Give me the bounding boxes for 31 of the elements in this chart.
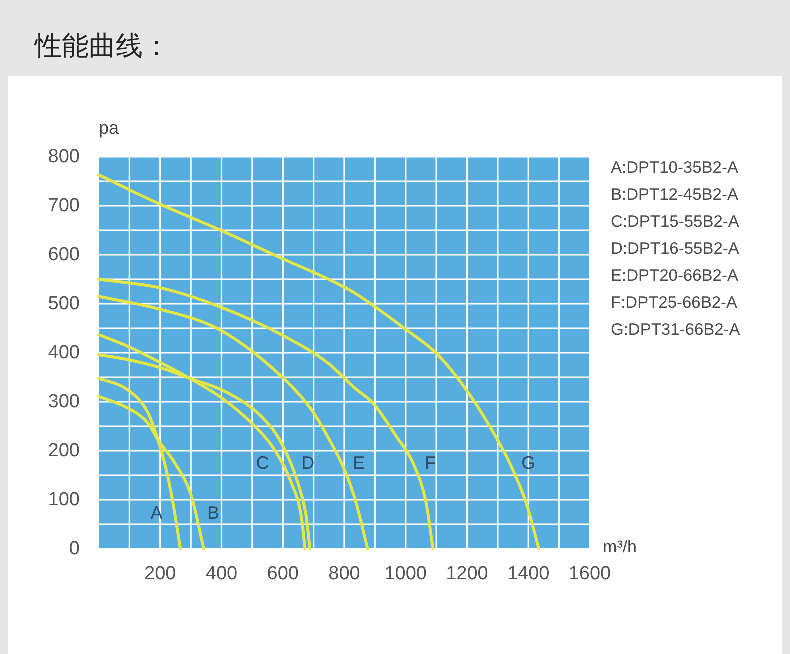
y-tick: 800 xyxy=(48,146,80,168)
x-label: m³/h xyxy=(603,538,637,556)
model-label: F:DPT25-66B2-A xyxy=(611,294,738,312)
x-tick: 400 xyxy=(206,564,238,584)
model-label: C:DPT15-55B2-A xyxy=(611,213,740,231)
y-tick: 700 xyxy=(48,196,80,216)
model-label: B:DPT12-45B2-A xyxy=(611,186,738,204)
y-tick: 400 xyxy=(48,342,80,364)
y-tick: 500 xyxy=(48,294,80,314)
curve-name: B xyxy=(208,502,220,523)
model-label: D:DPT16-55B2-A xyxy=(611,240,740,258)
x-tick: 200 xyxy=(144,564,176,584)
model-label: G:DPT31-66B2-A xyxy=(611,321,740,339)
y-tick: 200 xyxy=(48,440,80,462)
y-tick: 0 xyxy=(69,538,80,560)
curve-name: F xyxy=(424,452,436,473)
y-tick: 600 xyxy=(48,244,80,266)
title: 性能曲线： xyxy=(35,31,170,62)
y-label: pa xyxy=(99,118,120,138)
curve-name: E xyxy=(353,452,366,473)
model-label: A:DPT10-35B2-A xyxy=(611,159,738,177)
curve-name: C xyxy=(256,452,270,473)
x-tick: 1600 xyxy=(568,564,612,584)
x-tick: 600 xyxy=(267,564,299,584)
x-tick: 800 xyxy=(328,564,360,584)
model-label: E:DPT20-66B2-A xyxy=(611,267,738,285)
y-tick: 100 xyxy=(48,490,80,510)
x-tick: 1000 xyxy=(384,564,428,584)
x-tick: 1200 xyxy=(446,564,488,584)
x-tick: 1400 xyxy=(507,564,550,584)
y-tick: 300 xyxy=(48,392,80,412)
